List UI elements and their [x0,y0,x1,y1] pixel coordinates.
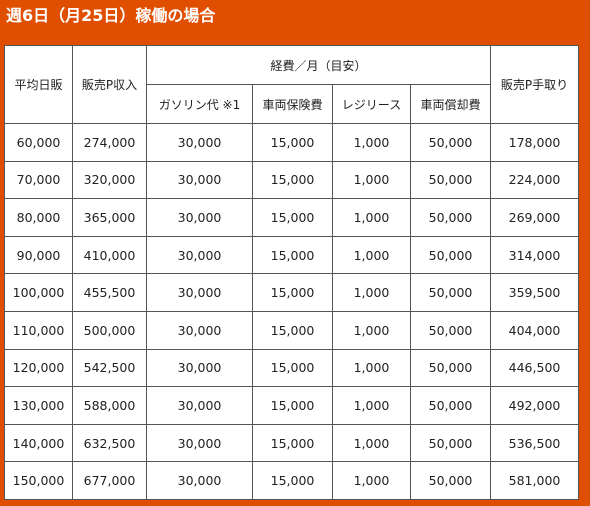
page-title: 週6日（月25日）稼働の場合 [6,6,216,25]
cell-lease: 1,000 [332,348,411,388]
cell-depreciation: 50,000 [409,160,492,200]
cell-depreciation: 50,000 [409,273,492,312]
table-row: 120,000 542,500 30,000 15,000 1,000 50,000 446… [4,348,580,388]
cell-sales-revenue: 410,000 [72,235,147,275]
header-depreciation: 車両償却費 [409,84,492,124]
cell-lease: 1,000 [332,235,411,275]
cell-take-home: 314,000 [490,235,580,275]
cell-gasoline: 30,000 [146,160,253,200]
cell-take-home: 404,000 [490,310,580,350]
cell-avg-daily: 70,000 [4,160,73,200]
table-row: 110,000 500,000 30,000 15,000 1,000 50,000 404… [4,310,580,350]
cell-lease: 1,000 [332,273,411,312]
header-sales-revenue: 販売P収入 [72,45,147,124]
cell-lease: 1,000 [332,123,411,162]
cell-gasoline: 30,000 [146,273,253,312]
earnings-table: 平均日販 販売P収入 経費／月（目安） 販売P手取り ガソリン代 ※1 車両保険… [4,45,580,500]
cell-depreciation: 50,000 [409,310,492,350]
cell-gasoline: 30,000 [146,423,253,463]
cell-lease: 1,000 [332,423,411,463]
cell-sales-revenue: 500,000 [72,310,147,350]
cell-sales-revenue: 588,000 [72,386,147,425]
cell-take-home: 269,000 [490,198,580,237]
cell-sales-revenue: 455,500 [72,273,147,312]
cell-take-home: 536,500 [490,423,580,463]
header-avg-daily: 平均日販 [4,45,73,124]
cell-insurance: 15,000 [252,423,333,463]
cell-sales-revenue: 365,000 [72,198,147,237]
cell-avg-daily: 150,000 [4,461,73,500]
header-row-top: 平均日販 販売P収入 経費／月（目安） 販売P手取り [4,45,580,124]
table-row: 100,000 455,500 30,000 15,000 1,000 50,000 359… [4,273,580,312]
cell-depreciation: 50,000 [409,423,492,463]
cell-sales-revenue: 274,000 [72,123,147,162]
cell-take-home: 178,000 [490,123,580,162]
table-row: 70,000 320,000 30,000 15,000 1,000 50,000 224,… [4,160,580,200]
cell-lease: 1,000 [332,160,411,200]
cell-insurance: 15,000 [252,123,333,162]
cell-avg-daily: 80,000 [4,198,73,237]
header-row-sub: ガソリン代 ※1 車両保険費 レジリース 車両償却費 [5,84,579,124]
cell-lease: 1,000 [332,461,411,500]
cell-take-home: 581,000 [490,461,580,500]
table-row: 140,000 632,500 30,000 15,000 1,000 50,000 536… [4,423,580,463]
cell-lease: 1,000 [332,198,411,237]
cell-take-home: 492,000 [490,386,580,425]
table-body: 60,000 274,000 30,000 15,000 1,000 50,000 178,… [4,123,580,500]
header-take-home: 販売P手取り [490,45,580,124]
cell-gasoline: 30,000 [146,198,253,237]
cell-avg-daily: 110,000 [4,310,73,350]
header-insurance: 車両保険費 [252,84,333,124]
cell-gasoline: 30,000 [146,386,253,425]
cell-insurance: 15,000 [252,198,333,237]
cell-take-home: 359,500 [490,273,580,312]
header-lease: レジリース [332,84,411,124]
cell-insurance: 15,000 [252,310,333,350]
header-gasoline: ガソリン代 ※1 [146,84,253,124]
cell-avg-daily: 100,000 [4,273,73,312]
cell-insurance: 15,000 [252,273,333,312]
cell-depreciation: 50,000 [409,348,492,388]
cell-avg-daily: 120,000 [4,348,73,388]
table-row: 90,000 410,000 30,000 15,000 1,000 50,000 314,… [4,235,580,275]
header-expenses-group: 経費／月（目安） [145,45,492,85]
cell-avg-daily: 90,000 [4,235,73,275]
cell-insurance: 15,000 [252,235,333,275]
table-container: 平均日販 販売P収入 経費／月（目安） 販売P手取り ガソリン代 ※1 車両保険… [4,45,580,500]
table-row: 80,000 365,000 30,000 15,000 1,000 50,000 269,… [4,198,580,237]
table-row: 60,000 274,000 30,000 15,000 1,000 50,000 178,… [4,123,580,162]
cell-gasoline: 30,000 [146,235,253,275]
cell-gasoline: 30,000 [146,310,253,350]
cell-depreciation: 50,000 [409,123,492,162]
cell-insurance: 15,000 [252,160,333,200]
cell-take-home: 446,500 [490,348,580,388]
cell-depreciation: 50,000 [409,198,492,237]
cell-sales-revenue: 320,000 [72,160,147,200]
cell-sales-revenue: 542,500 [72,348,147,388]
table-row: 130,000 588,000 30,000 15,000 1,000 50,000 492… [4,386,580,425]
cell-insurance: 15,000 [252,386,333,425]
cell-avg-daily: 60,000 [4,123,73,162]
table-row: 150,000 677,000 30,000 15,000 1,000 50,000 581… [4,461,580,500]
cell-gasoline: 30,000 [146,348,253,388]
cell-avg-daily: 140,000 [4,423,73,463]
cell-depreciation: 50,000 [409,461,492,500]
cell-gasoline: 30,000 [146,123,253,162]
cell-depreciation: 50,000 [409,386,492,425]
cell-depreciation: 50,000 [409,235,492,275]
cell-take-home: 224,000 [490,160,580,200]
cell-sales-revenue: 677,000 [72,461,147,500]
cell-avg-daily: 130,000 [4,386,73,425]
cell-insurance: 15,000 [252,348,333,388]
cell-insurance: 15,000 [252,461,333,500]
cell-lease: 1,000 [332,386,411,425]
cell-lease: 1,000 [332,310,411,350]
cell-gasoline: 30,000 [146,461,253,500]
cell-sales-revenue: 632,500 [72,423,147,463]
